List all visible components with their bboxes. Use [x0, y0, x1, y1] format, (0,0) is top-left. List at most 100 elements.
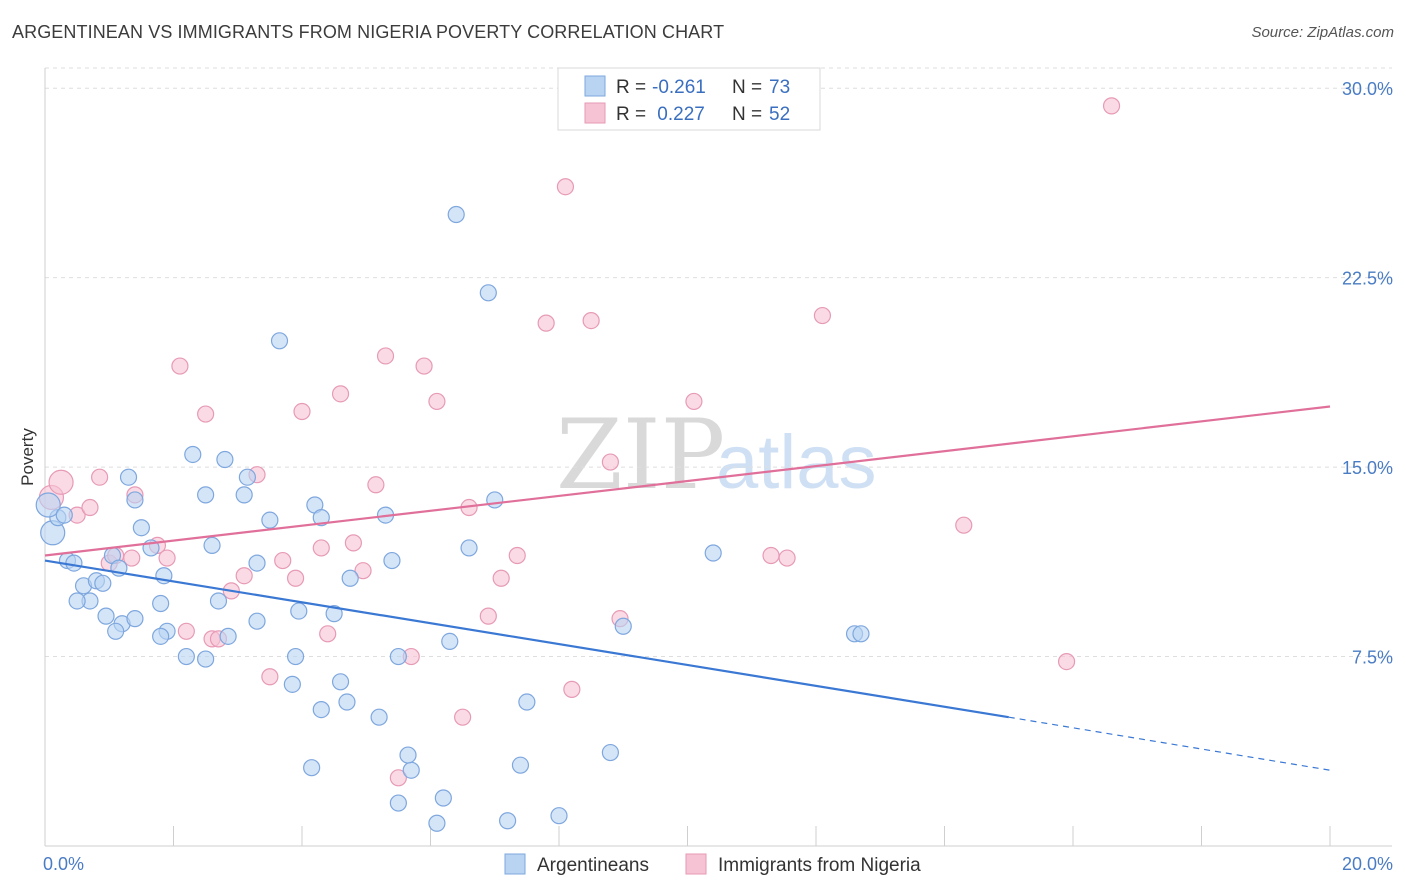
argentinean-point-50: [383, 551, 401, 570]
nigeria-point-28: [367, 476, 385, 494]
axes: [44, 68, 1392, 847]
argentinean-point-31: [235, 486, 253, 504]
argentinean-point-38: [283, 675, 301, 693]
argentinean-point-33: [248, 554, 266, 572]
nigeria-point-42: [582, 311, 600, 330]
nigeria-trend-line: [44, 405, 1331, 557]
x-tick-labels: 0.0% 20.0%: [43, 854, 1393, 874]
argentinean-point-55: [428, 814, 446, 832]
argentinean-point-65: [550, 807, 568, 825]
argentinean-point-60: [479, 284, 497, 302]
argentinean-point-27: [203, 536, 221, 555]
argentinean-point-63: [511, 756, 530, 774]
x-tick-label-min: 0.0%: [43, 854, 84, 874]
chart-title: ARGENTINEAN VS IMMIGRANTS FROM NIGERIA P…: [12, 22, 725, 42]
argentinean-point-59: [460, 539, 478, 557]
legend-r-value-pink: 0.227: [652, 104, 705, 125]
y-axis-label: Poverty: [18, 428, 37, 486]
argentinean-point-66: [601, 743, 620, 762]
argentinean-point-72: [55, 506, 73, 524]
argentinean-point-13: [107, 622, 125, 640]
nigeria-point-7: [123, 549, 141, 567]
legend-swatch-blue: [584, 75, 606, 97]
nigeria-point-4: [91, 468, 109, 486]
nigeria-point-48: [813, 306, 832, 325]
legend-r-label-blue: R =: [616, 77, 646, 98]
argentinean-point-67: [614, 617, 632, 635]
argentinean-point-61: [486, 491, 504, 509]
argentinean-point-58: [447, 205, 465, 224]
bottom-legend-swatch-nigeria: [685, 853, 707, 875]
legend-n-value-blue: 73: [769, 77, 790, 98]
nigeria-point-32: [415, 357, 433, 375]
y-tick-label-2: 22.5%: [1342, 269, 1393, 289]
argentinean-point-26: [197, 486, 215, 504]
nigeria-point-27: [354, 562, 372, 580]
legend-r-label-pink: R =: [616, 104, 646, 125]
argentinean-point-6: [68, 592, 86, 610]
legend-r-value-blue: -0.261: [652, 77, 706, 98]
nigeria-point-36: [479, 607, 497, 625]
argentinean-point-62: [499, 812, 517, 830]
argentinean-point-54: [399, 746, 417, 764]
argentinean-point-47: [341, 569, 359, 587]
source-label: Source: ZipAtlas.com: [1251, 24, 1394, 41]
argentinean-point-51: [389, 647, 407, 666]
argentinean-point-8: [94, 574, 112, 592]
nigeria-point-39: [537, 314, 555, 332]
argentinean-point-53: [402, 761, 420, 779]
nigeria-point-34: [454, 708, 472, 726]
y-tick-label-0: 7.5%: [1352, 648, 1393, 668]
argentinean-point-24: [184, 445, 202, 464]
trend-lines: [44, 405, 1331, 771]
argentinean-point-29: [219, 627, 237, 645]
argentinean-point-22: [152, 627, 170, 645]
argentinean-point-3: [65, 554, 83, 572]
argentinean-point-25: [197, 650, 215, 668]
nigeria-point-25: [331, 385, 350, 403]
legend-swatch-pink: [584, 102, 606, 124]
argentinean-point-36: [270, 332, 289, 350]
nigeria-point-47: [778, 549, 796, 567]
nigeria-point-37: [492, 569, 510, 587]
series-nigeria-points: [38, 97, 1121, 787]
argentinean-point-57: [441, 632, 459, 650]
argentinean-point-56: [434, 789, 452, 807]
nigeria-point-20: [274, 551, 292, 570]
nigeria-point-33: [428, 392, 446, 411]
nigeria-point-3: [81, 498, 99, 517]
nigeria-point-46: [762, 546, 780, 565]
argentinean-point-64: [518, 693, 536, 711]
nigeria-point-21: [286, 569, 305, 587]
argentinean-point-70: [852, 625, 870, 643]
argentinean-point-15: [126, 491, 144, 509]
argentineans-trend-extension: [1008, 716, 1331, 771]
legend-n-label-pink: N =: [732, 104, 762, 125]
nigeria-point-19: [261, 668, 279, 686]
nigeria-point-10: [158, 549, 176, 567]
nigeria-point-38: [508, 546, 526, 565]
legend-n-label-blue: N =: [732, 77, 762, 98]
correlation-legend: R = -0.261 N = 73 R = 0.227 N = 52: [557, 67, 821, 131]
argentinean-point-19: [152, 594, 170, 613]
nigeria-point-26: [344, 534, 362, 552]
argentinean-point-68: [704, 544, 722, 562]
y-tick-label-3: 30.0%: [1342, 79, 1393, 99]
argentinean-point-39: [290, 602, 308, 620]
argentinean-point-43: [312, 700, 330, 719]
nigeria-point-41: [563, 680, 581, 698]
y-tick-labels: 7.5% 15.0% 22.5% 30.0%: [1342, 79, 1393, 667]
argentinean-point-44: [325, 605, 343, 623]
series-argentineans-points: [35, 205, 870, 832]
nigeria-point-40: [556, 178, 575, 196]
nigeria-point-13: [197, 405, 215, 423]
bottom-legend-argentineans: Argentineans: [537, 855, 649, 876]
argentinean-point-45: [331, 673, 350, 691]
argentinean-point-48: [370, 708, 388, 726]
argentinean-point-9: [97, 607, 115, 625]
argentinean-point-37: [286, 647, 305, 666]
argentinean-point-71: [35, 492, 61, 518]
argentinean-point-16: [132, 519, 150, 537]
nigeria-point-49: [955, 516, 973, 534]
